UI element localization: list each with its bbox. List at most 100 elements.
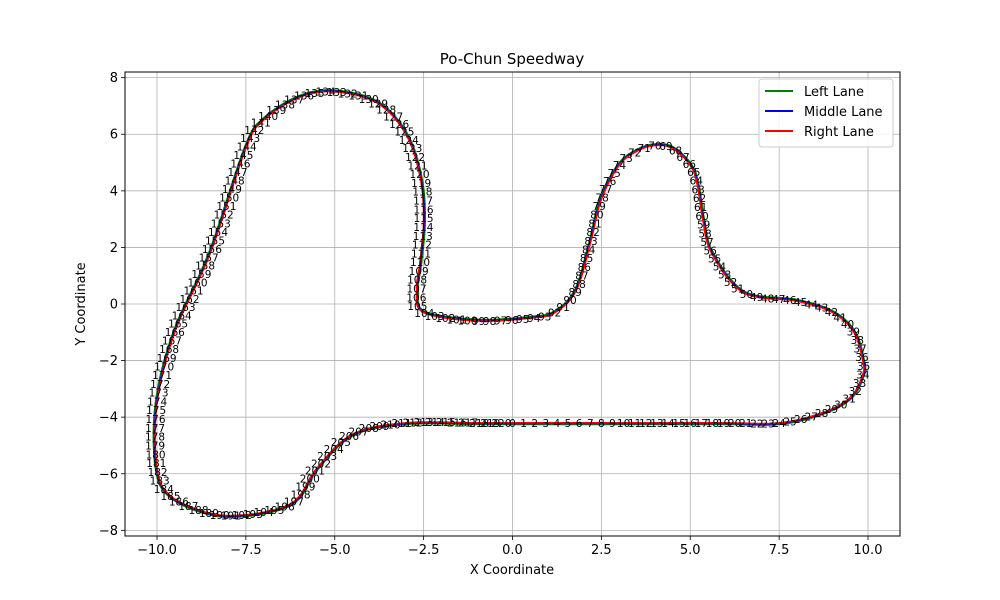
- waypoint-label: 143: [240, 133, 260, 145]
- waypoint-label: 56: [704, 245, 718, 257]
- waypoint-label: 205: [331, 437, 351, 449]
- waypoint-label: 13: [650, 418, 663, 430]
- waypoint-label: 99: [472, 316, 485, 328]
- waypoint-label: 216: [447, 418, 467, 430]
- waypoint-label: 220: [491, 418, 511, 430]
- waypoint-label: 157: [199, 252, 219, 264]
- waypoint-label: 129: [368, 99, 388, 111]
- waypoint-label: 165: [168, 319, 188, 331]
- waypoint-label: 208: [359, 423, 379, 435]
- waypoint-label: 61: [694, 202, 707, 214]
- waypoint-label: 26: [794, 414, 808, 426]
- waypoint-label: 57: [700, 237, 713, 249]
- waypoint-label: 84: [582, 244, 596, 256]
- waypoint-label: 177: [145, 423, 165, 435]
- legend: Left Lane Middle Lane Right Lane: [758, 78, 894, 148]
- waypoint-label: 86: [578, 262, 592, 274]
- waypoint-label: 79: [593, 201, 606, 213]
- waypoint-label: 113: [413, 231, 433, 243]
- waypoint-label: 117: [413, 195, 433, 207]
- waypoint-label: 89: [569, 287, 582, 299]
- waypoint-label: 9: [609, 418, 616, 430]
- waypoint-label: 198: [291, 490, 311, 502]
- waypoint-label: 184: [154, 484, 174, 496]
- waypoint-label: 46: [783, 295, 797, 307]
- y-tick-label: −4: [99, 411, 118, 426]
- waypoint-label: 138: [275, 100, 295, 112]
- x-tick-label: −7.5: [230, 543, 262, 558]
- waypoint-label: 54: [713, 262, 727, 274]
- waypoint-label: 78: [595, 193, 608, 205]
- waypoint-label: 149: [222, 184, 242, 196]
- x-ticks: −10.0 −7.5 −5.0 −2.5 0.0 2.5 5.0 7.5 10.0: [137, 536, 882, 558]
- waypoint-label: 81: [588, 218, 601, 230]
- y-tick-label: −6: [99, 467, 118, 482]
- y-tick-label: 6: [110, 128, 118, 143]
- waypoint-label: 154: [208, 227, 228, 239]
- waypoint-label: 173: [149, 388, 169, 400]
- waypoint-label: 123: [402, 143, 422, 155]
- waypoint-label: 72: [628, 147, 641, 159]
- waypoint-label: 58: [698, 228, 711, 240]
- waypoint-label: 170: [154, 361, 174, 373]
- waypoint-label: 30: [834, 399, 847, 411]
- y-tick-label: 0: [110, 298, 118, 313]
- waypoint-label: 29: [825, 404, 838, 416]
- waypoint-label: 187: [178, 501, 198, 513]
- right-lane-line: [154, 90, 865, 517]
- waypoint-label: 189: [199, 508, 219, 520]
- waypoint-label: 23: [761, 419, 774, 431]
- waypoint-label: 196: [275, 502, 295, 514]
- waypoint-label: 112: [412, 240, 432, 252]
- waypoint-label: 181: [146, 458, 166, 470]
- waypoint-label: 35: [857, 361, 870, 373]
- waypoint-label: 10: [617, 418, 630, 430]
- waypoint-label: 27: [805, 411, 818, 423]
- waypoint-label: 47: [772, 294, 785, 306]
- y-ticks: −8 −6 −4 −2 0 2 4 6 8: [99, 71, 125, 539]
- waypoint-label: 122: [405, 152, 425, 164]
- waypoint-label: 100: [457, 315, 477, 327]
- x-tick-label: 10.0: [854, 543, 883, 558]
- waypoint-label: 151: [216, 201, 236, 213]
- waypoint-label: 192: [232, 510, 252, 522]
- waypoint-label: 126: [389, 119, 409, 131]
- waypoint-label: 166: [165, 327, 185, 339]
- waypoint-label: 76: [603, 176, 617, 188]
- x-tick-label: −2.5: [408, 543, 440, 558]
- waypoint-label: 34: [856, 370, 870, 382]
- waypoint-label: 176: [145, 414, 165, 426]
- waypoint-label: 146: [230, 158, 250, 170]
- waypoint-label: 80: [590, 210, 603, 222]
- waypoint-label: 168: [159, 344, 179, 356]
- waypoint-label: 95: [516, 314, 529, 326]
- waypoint-label: 217: [458, 418, 478, 430]
- y-tick-label: 2: [110, 241, 118, 256]
- waypoint-label: 63: [692, 184, 705, 196]
- waypoint-label: 159: [191, 269, 211, 281]
- waypoint-label: 111: [411, 248, 431, 260]
- waypoint-label: 144: [237, 141, 257, 153]
- waypoint-label: 36: [855, 352, 869, 364]
- waypoint-label: 172: [150, 379, 170, 391]
- waypoint-label: 190: [210, 510, 230, 522]
- waypoint-label: 14: [661, 418, 675, 430]
- waypoint-label: 37: [853, 343, 866, 355]
- waypoint-label: 85: [580, 253, 593, 265]
- waypoint-label: 103: [425, 311, 445, 323]
- waypoint-label: 163: [175, 302, 195, 314]
- waypoint-label: 53: [718, 269, 731, 281]
- waypoint-label: 164: [172, 310, 192, 322]
- waypoint-label: 38: [851, 335, 864, 347]
- waypoint-label: 4: [554, 418, 561, 430]
- y-tick-label: −8: [99, 524, 118, 539]
- legend-label-left-lane: Left Lane: [804, 85, 864, 100]
- waypoint-label: 118: [412, 187, 432, 199]
- waypoint-label: 174: [147, 396, 167, 408]
- waypoint-label: 197: [284, 497, 304, 509]
- waypoint-label: 21: [739, 418, 752, 430]
- waypoint-label: 94: [527, 313, 541, 325]
- waypoint-label: 207: [348, 427, 368, 439]
- waypoint-label: 28: [815, 408, 828, 420]
